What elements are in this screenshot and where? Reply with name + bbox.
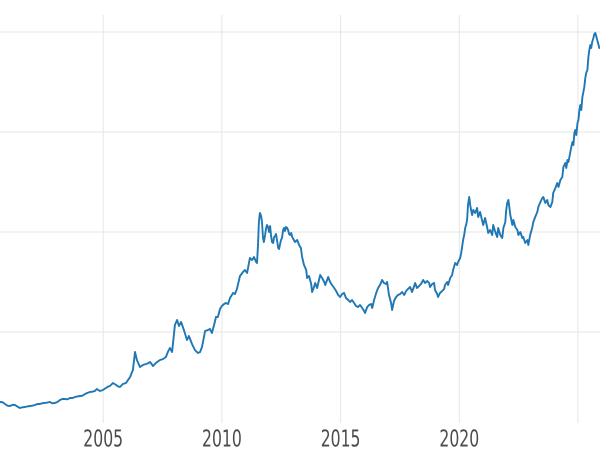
x-tick-label: 2015 [321, 425, 361, 450]
price-series-line [0, 32, 600, 409]
x-tick-label: 2020 [439, 425, 479, 450]
x-tick-label: 2005 [83, 425, 123, 450]
x-tick-label: 2010 [202, 425, 242, 450]
